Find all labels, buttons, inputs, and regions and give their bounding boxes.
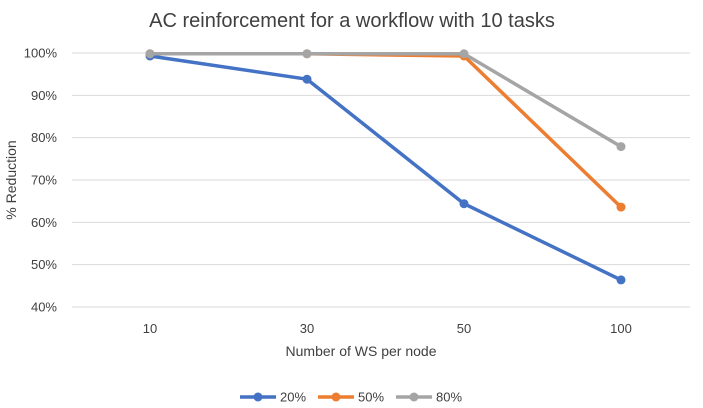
series-20-pct xyxy=(145,51,626,285)
legend-label: 50% xyxy=(358,390,384,405)
y-axis-ticks: 40% 50% 60% 70% 80% 90% 100% xyxy=(24,46,58,315)
data-point xyxy=(459,49,469,59)
y-tick-label: 100% xyxy=(24,46,58,61)
x-axis-label: Number of WS per node xyxy=(286,343,437,359)
y-tick-label: 70% xyxy=(31,173,57,188)
series-line xyxy=(148,54,623,282)
series-80-pct xyxy=(145,49,626,152)
x-tick-label: 100 xyxy=(610,321,632,336)
legend-label: 80% xyxy=(436,390,462,405)
x-tick-label: 50 xyxy=(457,321,471,336)
data-point xyxy=(616,275,626,285)
x-axis-ticks: 10 30 50 100 xyxy=(143,321,632,336)
y-tick-label: 60% xyxy=(31,215,57,230)
y-tick-label: 40% xyxy=(31,300,57,315)
data-point xyxy=(616,142,626,152)
y-tick-label: 80% xyxy=(31,130,57,145)
legend-marker xyxy=(331,392,341,402)
data-point xyxy=(459,199,469,209)
legend-item: 80% xyxy=(396,390,462,405)
y-tick-label: 90% xyxy=(31,88,57,103)
legend-label: 20% xyxy=(280,390,306,405)
legend: 20% 50% 80% xyxy=(240,390,462,405)
legend-item: 20% xyxy=(240,390,306,405)
series-line xyxy=(148,52,623,209)
y-axis-label: % Reduction xyxy=(3,140,19,219)
series-lines xyxy=(145,49,626,285)
series-50-pct xyxy=(145,49,626,212)
legend-item: 50% xyxy=(318,390,384,405)
data-point xyxy=(302,49,312,59)
data-point xyxy=(145,49,155,59)
y-tick-label: 50% xyxy=(31,257,57,272)
data-point xyxy=(616,202,626,212)
x-tick-label: 30 xyxy=(300,321,314,336)
legend-marker xyxy=(253,392,263,402)
data-point xyxy=(302,74,312,84)
chart-title: AC reinforcement for a workflow with 10 … xyxy=(149,10,555,32)
series-line xyxy=(148,52,623,149)
legend-marker xyxy=(409,392,419,402)
x-tick-label: 10 xyxy=(143,321,157,336)
